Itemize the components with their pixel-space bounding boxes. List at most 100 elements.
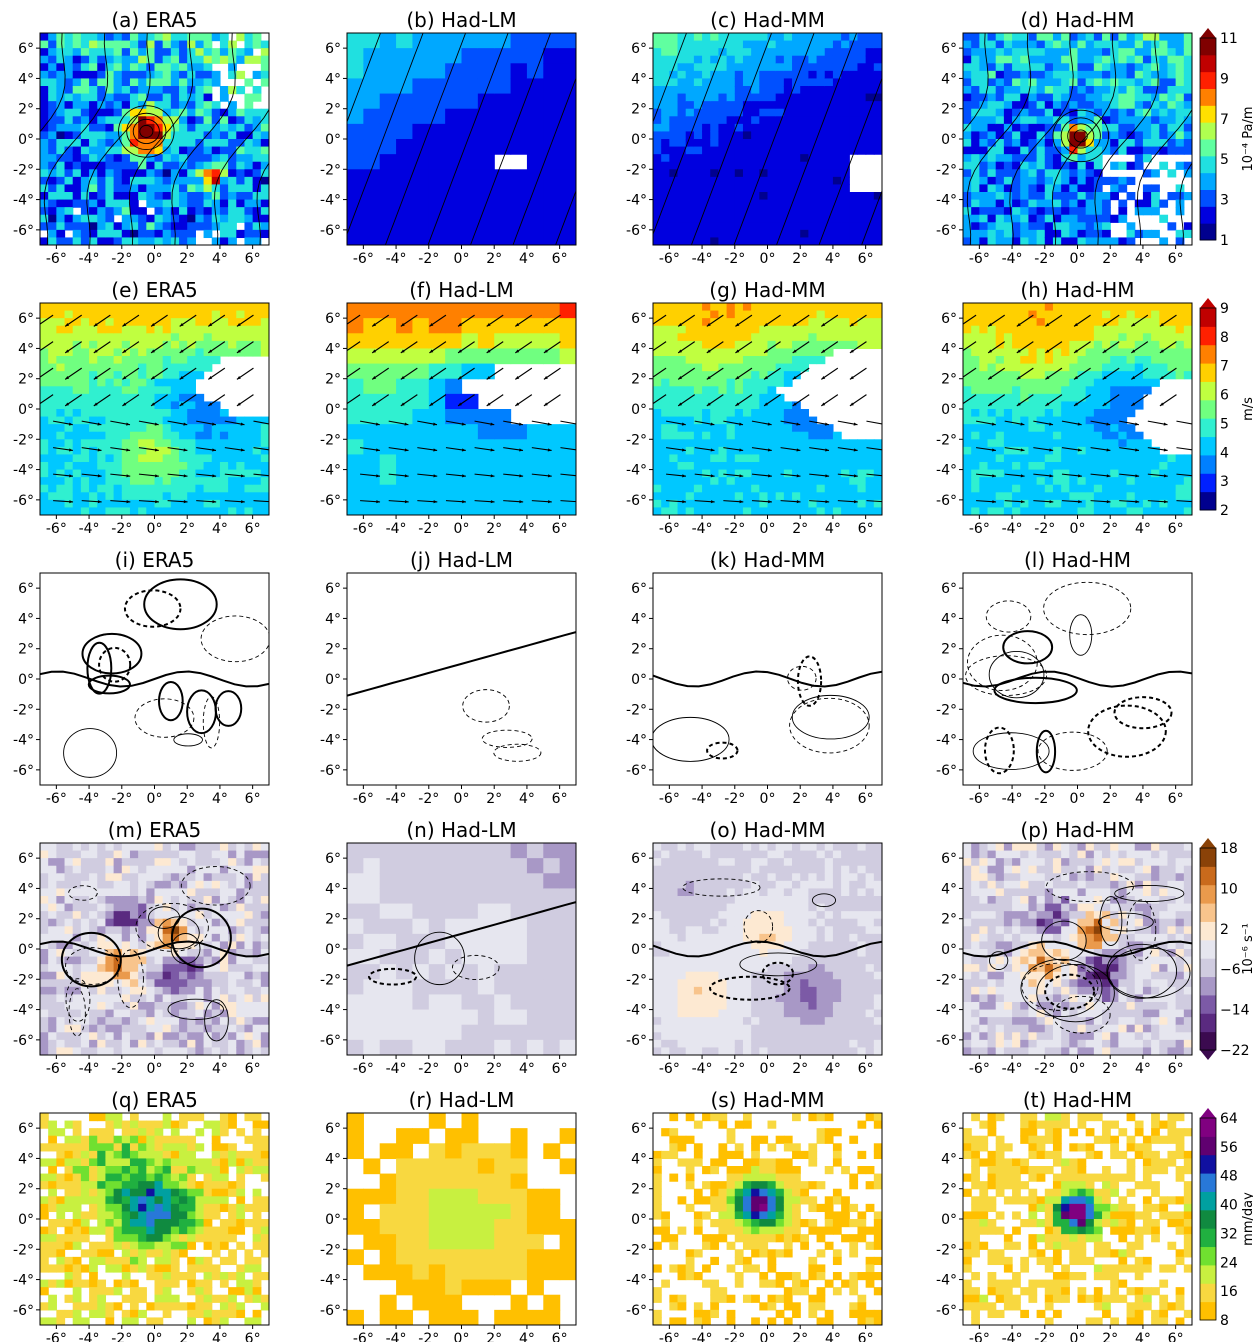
wind-vector-head <box>208 323 213 327</box>
grid-cell <box>1003 401 1013 410</box>
grid-cell <box>653 325 662 334</box>
grid-cell <box>1077 123 1087 133</box>
grid-cell <box>40 310 49 319</box>
grid-cell <box>162 48 172 57</box>
x-tick-label: -6° <box>969 251 990 267</box>
grid-cell <box>1110 146 1119 155</box>
grid-cell <box>783 184 793 193</box>
grid-cell <box>759 108 769 117</box>
wind-vector-head <box>735 323 740 327</box>
grid-cell <box>1061 356 1070 365</box>
grid-cell <box>412 78 430 95</box>
grid-cell <box>396 33 414 49</box>
grid-cell <box>129 409 139 418</box>
grid-cell <box>767 123 777 133</box>
grid-cell <box>865 333 875 342</box>
grid-cell <box>849 507 859 515</box>
grid-cell <box>685 416 695 425</box>
grid-cell <box>669 401 679 410</box>
grid-cell <box>347 123 364 140</box>
grid-cell <box>849 123 859 133</box>
wind-vector-head <box>710 422 715 426</box>
grid-cell <box>510 348 528 365</box>
grid-cell <box>995 48 1005 57</box>
grid-cell <box>56 176 66 186</box>
grid-cell <box>702 161 711 170</box>
grid-cell <box>1020 393 1030 403</box>
grid-cell <box>775 55 785 64</box>
wind-vector-head <box>458 323 462 327</box>
grid-cell <box>979 222 989 231</box>
grid-cell <box>195 454 205 463</box>
grid-cell <box>693 325 703 334</box>
grid-cell <box>129 348 139 357</box>
grid-cell <box>751 499 760 509</box>
grid-cell <box>1020 146 1030 155</box>
grid-cell <box>693 161 703 170</box>
grid-cell <box>742 108 752 117</box>
grid-cell <box>824 108 834 117</box>
grid-cell <box>559 184 576 201</box>
grid-cell <box>1167 116 1177 125</box>
grid-cell <box>1118 176 1128 186</box>
grid-cell <box>987 131 997 140</box>
grid-cell <box>1020 431 1030 440</box>
grid-cell <box>661 454 670 463</box>
grid-cell <box>80 469 90 478</box>
grid-cell <box>105 237 115 245</box>
grid-cell <box>138 439 147 448</box>
grid-cell <box>228 207 237 216</box>
grid-cell <box>80 477 90 486</box>
grid-cell <box>775 63 785 72</box>
grid-cell <box>669 333 679 342</box>
grid-cell <box>808 214 818 223</box>
grid-cell <box>710 424 720 433</box>
grid-cell <box>121 169 131 178</box>
grid-cell <box>1142 55 1152 64</box>
grid-cell <box>751 108 760 117</box>
grid-cell <box>187 439 196 448</box>
grid-cell <box>445 333 463 350</box>
grid-cell <box>1159 101 1169 110</box>
grid-cell <box>129 229 139 239</box>
x-tick-label: -4° <box>386 251 407 267</box>
wind-vector-head <box>796 448 801 452</box>
grid-cell <box>873 237 882 245</box>
grid-cell <box>113 477 123 486</box>
grid-cell <box>677 207 687 216</box>
grid-cell <box>677 93 687 102</box>
grid-cell <box>800 139 809 148</box>
grid-cell <box>751 116 760 125</box>
grid-cell <box>72 70 82 80</box>
wind-vector-head <box>236 376 241 380</box>
grid-cell <box>734 229 744 239</box>
grid-cell <box>710 499 720 509</box>
grid-cell <box>445 378 463 395</box>
grid-cell <box>1052 462 1062 471</box>
grid-cell <box>653 303 662 312</box>
wind-vector-head <box>706 376 711 380</box>
grid-cell <box>1003 386 1013 395</box>
grid-cell <box>252 462 262 471</box>
grid-cell <box>445 499 463 515</box>
grid-cell <box>97 169 107 178</box>
grid-cell <box>995 333 1005 342</box>
wind-vector-head <box>821 376 826 380</box>
grid-cell <box>40 371 49 380</box>
grid-cell <box>40 214 49 223</box>
grid-cell <box>129 318 139 327</box>
grid-cell <box>1012 446 1021 456</box>
grid-cell <box>40 237 49 245</box>
grid-cell <box>260 131 269 140</box>
grid-cell <box>396 139 414 155</box>
grid-cell <box>203 93 213 102</box>
grid-cell <box>800 431 809 440</box>
grid-cell <box>179 409 188 418</box>
grid-cell <box>138 363 147 372</box>
grid-cell <box>80 484 90 493</box>
wind-vector-head <box>433 448 438 452</box>
grid-cell <box>113 78 123 87</box>
grid-cell <box>1028 199 1038 208</box>
grid-cell <box>494 229 512 245</box>
grid-cell <box>228 507 237 515</box>
